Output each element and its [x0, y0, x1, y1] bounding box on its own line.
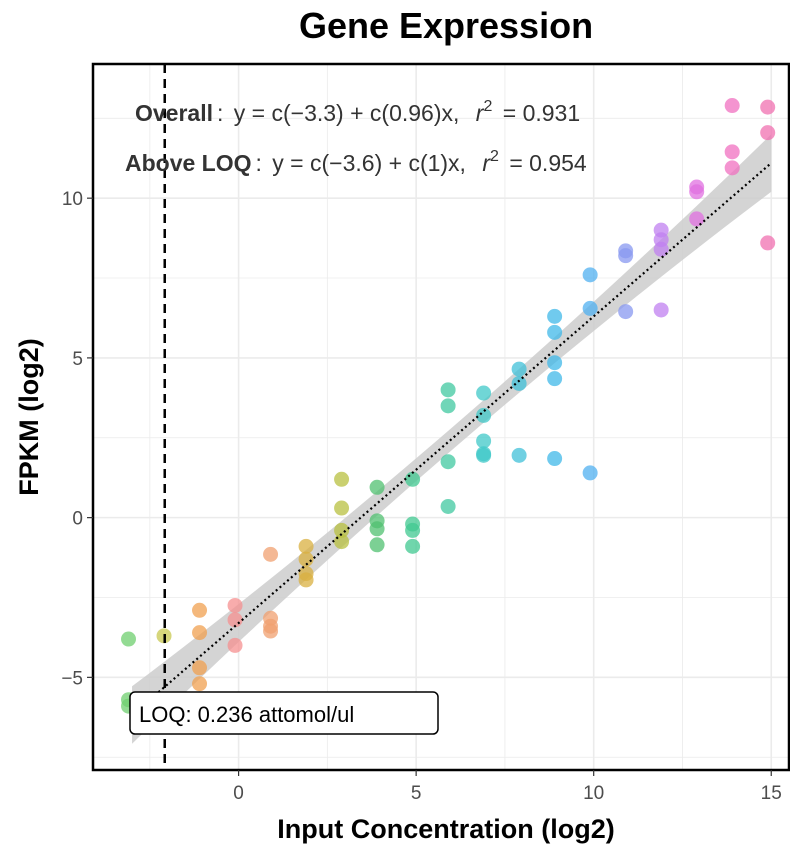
x-axis-title: Input Concentration (log2) [277, 814, 614, 844]
data-point [121, 631, 137, 647]
y-tick-label: 10 [62, 189, 83, 210]
loq-label-box: LOQ: 0.236 attomol/ul [129, 691, 439, 735]
data-point [405, 538, 421, 554]
data-point [476, 447, 492, 463]
overall-r2-power: 2 [483, 98, 492, 115]
chart-title: Gene Expression [299, 5, 593, 46]
above-loq-r2-value: = 0.954 [509, 150, 587, 176]
above-loq-label: Above LOQ [125, 150, 252, 176]
overall-label: Overall [135, 100, 213, 126]
y-axis-title: FPKM (log2) [14, 338, 44, 495]
data-point [582, 300, 598, 316]
data-point [440, 398, 456, 414]
data-point [653, 302, 669, 318]
x-axis-ticks: 0 5 10 15 [233, 770, 782, 804]
data-point [618, 304, 634, 320]
data-point [653, 241, 669, 257]
data-point [298, 572, 314, 588]
above-loq-r2-power: 2 [490, 148, 499, 165]
x-tick-label: 10 [583, 783, 604, 804]
data-point [369, 521, 385, 537]
x-tick-label: 15 [761, 783, 782, 804]
data-point [298, 538, 314, 554]
data-point [192, 660, 208, 676]
y-axis-ticks: −5 0 5 10 [61, 189, 93, 689]
data-point [582, 267, 598, 283]
data-point [227, 637, 243, 653]
data-point [511, 447, 527, 463]
above-loq-r2-symbol: r [482, 150, 491, 176]
data-point [547, 451, 563, 467]
data-point [334, 500, 350, 516]
data-point [547, 324, 563, 340]
above-loq-equation: Above LOQ: y = c(−3.6) + c(1)x, r2 = 0.9… [125, 140, 587, 176]
data-point [369, 537, 385, 553]
data-point [724, 98, 740, 114]
confidence-band-area [132, 134, 772, 744]
loq-label: LOQ: 0.236 attomol/ul [139, 702, 354, 727]
y-tick-label: 5 [72, 349, 83, 370]
data-point [618, 248, 634, 264]
data-point [405, 522, 421, 538]
data-point [760, 99, 776, 115]
data-point [334, 534, 350, 550]
data-point [263, 546, 279, 562]
y-tick-label: 0 [72, 509, 83, 530]
data-point [476, 407, 492, 423]
data-point [476, 433, 492, 449]
data-point [227, 597, 243, 613]
x-tick-label: 5 [411, 783, 422, 804]
data-point [440, 382, 456, 398]
data-point [298, 551, 314, 567]
data-point [192, 602, 208, 618]
data-point [547, 371, 563, 387]
overall-equation: Overall: y = c(−3.3) + c(0.96)x, r2 = 0.… [135, 90, 580, 126]
data-point [547, 308, 563, 324]
overall-r2-value: = 0.931 [503, 100, 580, 126]
data-point [724, 160, 740, 176]
regression-line [131, 162, 772, 716]
data-point [689, 184, 705, 200]
fit-line [131, 162, 772, 716]
x-tick-label: 0 [233, 783, 244, 804]
data-point [334, 471, 350, 487]
data-point [582, 465, 598, 481]
confidence-band [132, 134, 772, 744]
data-point [547, 355, 563, 371]
y-tick-label: −5 [61, 668, 83, 689]
data-points [121, 98, 776, 714]
data-point [192, 625, 208, 641]
data-point [724, 144, 740, 160]
data-point [476, 385, 492, 401]
overall-formula: y = c(−3.3) + c(0.96)x, [234, 100, 460, 126]
data-point [511, 375, 527, 391]
data-point [689, 211, 705, 227]
data-point [405, 471, 421, 487]
overall-r2-symbol: r [476, 100, 485, 126]
data-point [440, 454, 456, 470]
data-point [440, 498, 456, 514]
plot-panel-border [91, 62, 790, 772]
data-point [369, 479, 385, 495]
data-point [511, 361, 527, 377]
above-loq-formula: y = c(−3.6) + c(1)x, [272, 150, 466, 176]
data-point [760, 235, 776, 251]
data-point [760, 125, 776, 141]
data-point [263, 623, 279, 639]
data-point [192, 676, 208, 692]
data-point [334, 522, 350, 538]
